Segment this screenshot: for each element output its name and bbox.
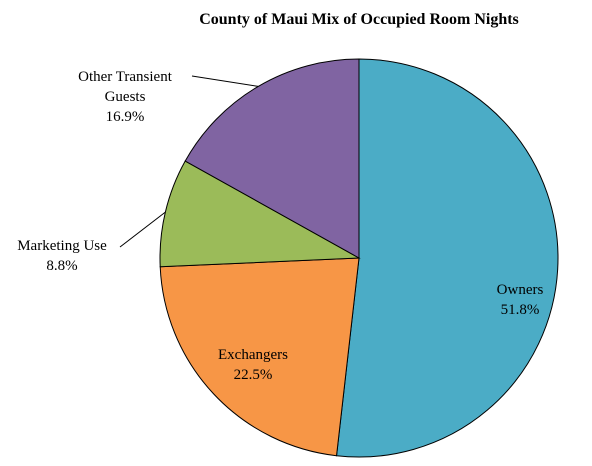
- category-label: Exchangers: [218, 347, 288, 363]
- slice-label: Owners 51.8%: [460, 280, 580, 320]
- value-label: 51.8%: [500, 302, 540, 318]
- category-label: Other Transient Guests: [78, 69, 172, 105]
- leader-line: [119, 211, 166, 248]
- category-label: Owners: [496, 282, 544, 298]
- leader-line: [191, 75, 259, 87]
- pie-slice: [159, 257, 360, 457]
- value-label: 16.9%: [105, 109, 145, 125]
- slice-label: Other Transient Guests 16.9%: [65, 67, 185, 127]
- pie-slice: [335, 58, 559, 458]
- slice-label: Marketing Use 8.8%: [0, 236, 127, 276]
- slice-label: Exchangers 22.5%: [193, 345, 313, 385]
- value-label: 22.5%: [233, 367, 273, 383]
- chart-title: County of Maui Mix of Occupied Room Nigh…: [199, 11, 519, 28]
- pie-slice: [184, 58, 360, 259]
- category-label: Marketing Use: [17, 238, 107, 254]
- value-label: 8.8%: [46, 258, 78, 274]
